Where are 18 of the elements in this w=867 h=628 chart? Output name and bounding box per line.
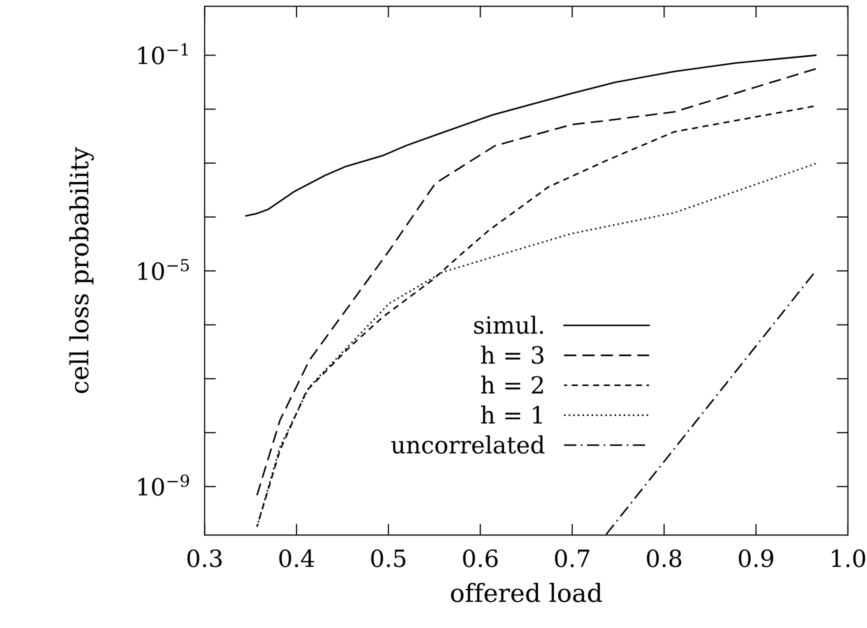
x-tick-label: 0.5: [371, 549, 406, 568]
legend-label: h = 2: [481, 376, 543, 394]
x-tick-label: 0.6: [463, 549, 498, 568]
legend-label: h = 1: [481, 406, 542, 424]
legend-label: simul.: [474, 316, 543, 334]
y-tick-label: 10$^{−9}$: [138, 474, 189, 496]
x-tick-label: 0.3: [187, 549, 222, 568]
legend-label: uncorrelated: [391, 435, 544, 454]
x-tick-label: 1.0: [832, 549, 866, 568]
x-tick-label: 0.4: [279, 549, 314, 568]
x-tick-label: 0.8: [646, 549, 682, 568]
x-axis-title: offered load: [451, 582, 602, 602]
y-tick-label: 10$^{−1}$: [138, 43, 188, 64]
x-tick-label: 0.7: [555, 549, 590, 568]
y-axis-title: cell loss probability: [69, 147, 94, 394]
x-tick-label: 0.9: [738, 549, 774, 568]
y-tick-label: 10$^{−5}$: [138, 259, 189, 280]
legend-label: h = 3: [481, 346, 544, 364]
